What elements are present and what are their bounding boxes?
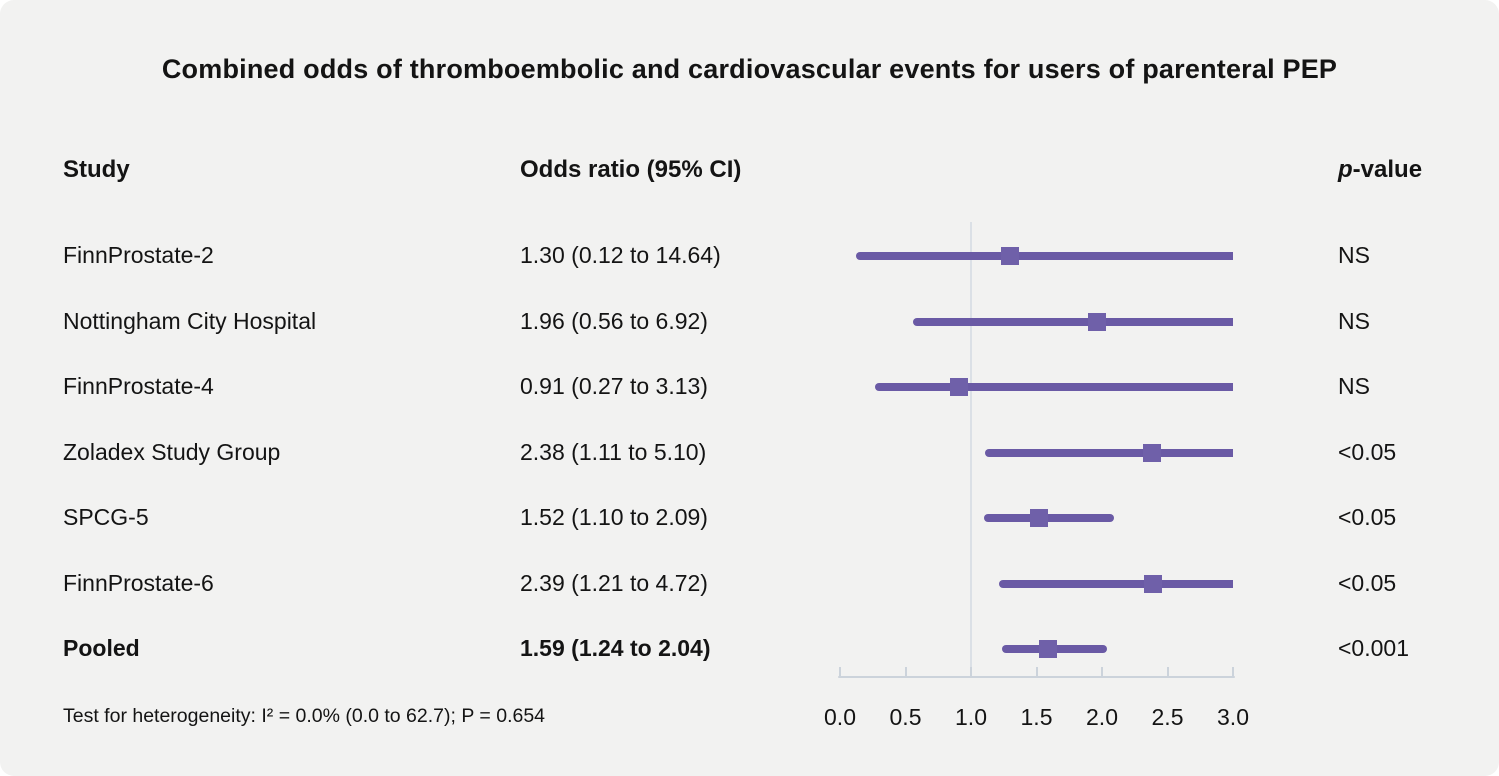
p-value-label: NS (1338, 307, 1370, 334)
confidence-interval-line (913, 317, 1233, 326)
x-tick-label: 2.5 (1151, 704, 1184, 730)
x-axis-tick (1166, 667, 1169, 676)
x-axis-tick (1035, 667, 1038, 676)
odds-ratio-label: 2.39 (1.21 to 4.72) (520, 569, 708, 596)
p-value-label: <0.001 (1338, 635, 1409, 661)
study-label: Nottingham City Hospital (63, 307, 317, 334)
confidence-interval-line (984, 514, 1114, 522)
odds-ratio-label: 1.96 (0.56 to 6.92) (520, 307, 708, 334)
point-estimate-marker (950, 378, 969, 396)
study-label: Pooled (63, 635, 140, 661)
p-value-label: <0.05 (1338, 504, 1397, 530)
point-estimate-marker (1030, 509, 1049, 527)
x-axis-tick (839, 667, 841, 676)
column-header-odds-ratio: Odds ratio (95% CI) (520, 156, 742, 183)
confidence-interval-line (985, 448, 1233, 457)
p-value-label: NS (1338, 242, 1370, 268)
odds-ratio-label: 2.38 (1.11 to 5.10) (520, 438, 707, 465)
odds-ratio-label: 1.59 (1.24 to 2.04) (520, 635, 711, 661)
p-value-label: <0.05 (1338, 438, 1397, 465)
study-label: FinnProstate-4 (63, 373, 214, 399)
x-axis-tick (1101, 667, 1103, 676)
column-header-p-value: p-value (1338, 156, 1422, 184)
odds-ratio-label: 0.91 (0.27 to 3.13) (520, 373, 708, 399)
confidence-interval-line (875, 383, 1233, 391)
odds-ratio-label: 1.52 (1.10 to 2.09) (520, 504, 708, 530)
point-estimate-marker (1001, 247, 1020, 265)
x-tick-label: 3.0 (1217, 704, 1249, 730)
p-value-header-italic-p: p (1338, 156, 1353, 183)
point-estimate-marker (1142, 443, 1161, 462)
study-label: Zoladex Study Group (63, 438, 281, 465)
study-label: FinnProstate-2 (63, 242, 214, 268)
point-estimate-marker (1039, 640, 1058, 658)
x-axis-tick (1232, 667, 1234, 676)
heterogeneity-footnote: Test for heterogeneity: I² = 0.0% (0.0 t… (63, 705, 546, 727)
odds-ratio-label: 1.30 (0.12 to 14.64) (520, 242, 721, 268)
study-label: SPCG-5 (63, 504, 149, 530)
study-label: FinnProstate-6 (63, 569, 214, 596)
x-axis-tick (970, 667, 972, 676)
column-header-study: Study (63, 156, 130, 183)
p-value-header-rest: -value (1352, 156, 1423, 183)
confidence-interval-line (855, 252, 1233, 260)
chart-title: Combined odds of thromboembolic and card… (161, 54, 1338, 84)
x-axis-line (838, 676, 1235, 678)
p-value-label: <0.05 (1338, 569, 1397, 596)
x-tick-label: 0.0 (824, 704, 856, 730)
confidence-interval-line (998, 579, 1233, 588)
p-value-label: NS (1338, 373, 1370, 399)
x-tick-label: 1.0 (955, 704, 987, 730)
x-tick-label: 2.0 (1086, 704, 1118, 730)
point-estimate-marker (1144, 574, 1163, 593)
point-estimate-marker (1087, 312, 1106, 331)
reference-line-or-1 (970, 222, 972, 676)
x-axis-tick (904, 667, 907, 676)
x-tick-label: 1.5 (1020, 704, 1053, 730)
x-tick-label: 0.5 (889, 704, 922, 730)
